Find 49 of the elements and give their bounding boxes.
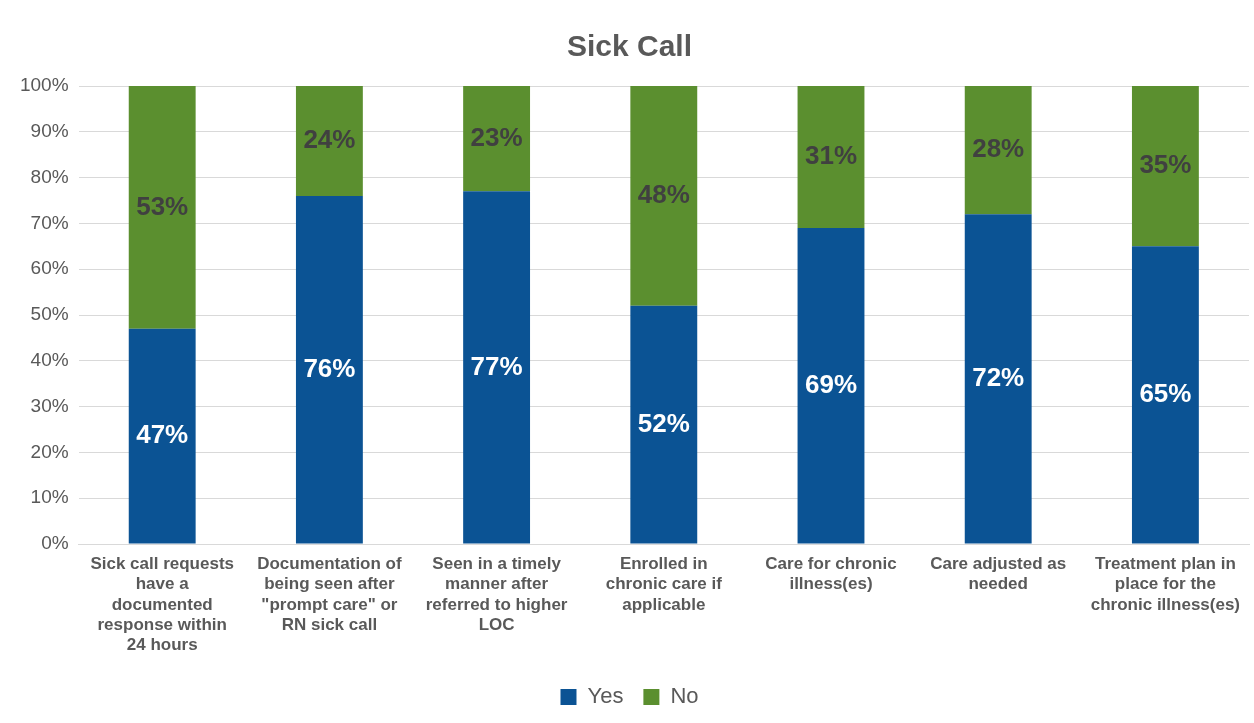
bar [964,86,1032,215]
bar [630,305,698,544]
y-tick-label: 60% [30,257,69,279]
x-tick-label: Care for chronic illness(es) [765,553,897,594]
data-label: 72% [972,362,1025,393]
x-tick-label: Care adjusted as needed [930,553,1067,594]
bar [1131,246,1199,544]
bar [630,86,698,306]
y-tick-label: 20% [30,440,69,462]
bar [964,214,1032,544]
data-label: 53% [136,190,189,221]
legend-label: Yes [587,683,624,709]
data-label: 28% [972,133,1025,164]
data-label: 77% [470,350,523,381]
bar [295,86,363,196]
data-label: 52% [637,407,690,438]
bar [1131,86,1199,247]
bar [463,191,531,544]
data-label: 24% [303,124,356,155]
bar [128,86,196,329]
y-tick-label: 40% [30,349,69,371]
x-tick-label: Sick call requests have a documented response within 24 hours [90,553,235,655]
y-tick-label: 90% [30,120,69,142]
y-tick-label: 30% [30,394,69,416]
y-tick-label: 50% [30,303,69,325]
data-label: 31% [804,140,858,171]
y-tick-label: 10% [30,486,69,508]
y-tick-label: 0% [41,532,69,554]
x-tick-label: Treatment plan in place for the chronic illness(es) [1090,553,1241,614]
legend-label: No [670,683,699,709]
bar [797,86,865,228]
bar [295,195,363,544]
x-tick-label: Documentation of being seen after "prompt care" or RN sick call [257,553,402,635]
x-tick-label: Seen in a timely manner after referred to higher LOC [425,553,568,635]
data-label: 69% [804,368,858,399]
data-label: 35% [1139,149,1192,180]
x-tick-label: Enrolled in chronic care if applicable [605,553,723,614]
y-tick-label: 80% [30,165,69,187]
bar [797,227,865,544]
data-label: 65% [1139,378,1192,409]
y-tick-label: 100% [19,74,69,96]
data-label: 48% [637,179,690,210]
data-label: 23% [470,121,523,152]
chart-title: Sick Call [566,29,693,63]
data-label: 76% [303,352,356,383]
bar [463,86,531,192]
bar [128,328,196,544]
data-label: 47% [136,419,189,450]
y-tick-label: 70% [30,211,69,233]
